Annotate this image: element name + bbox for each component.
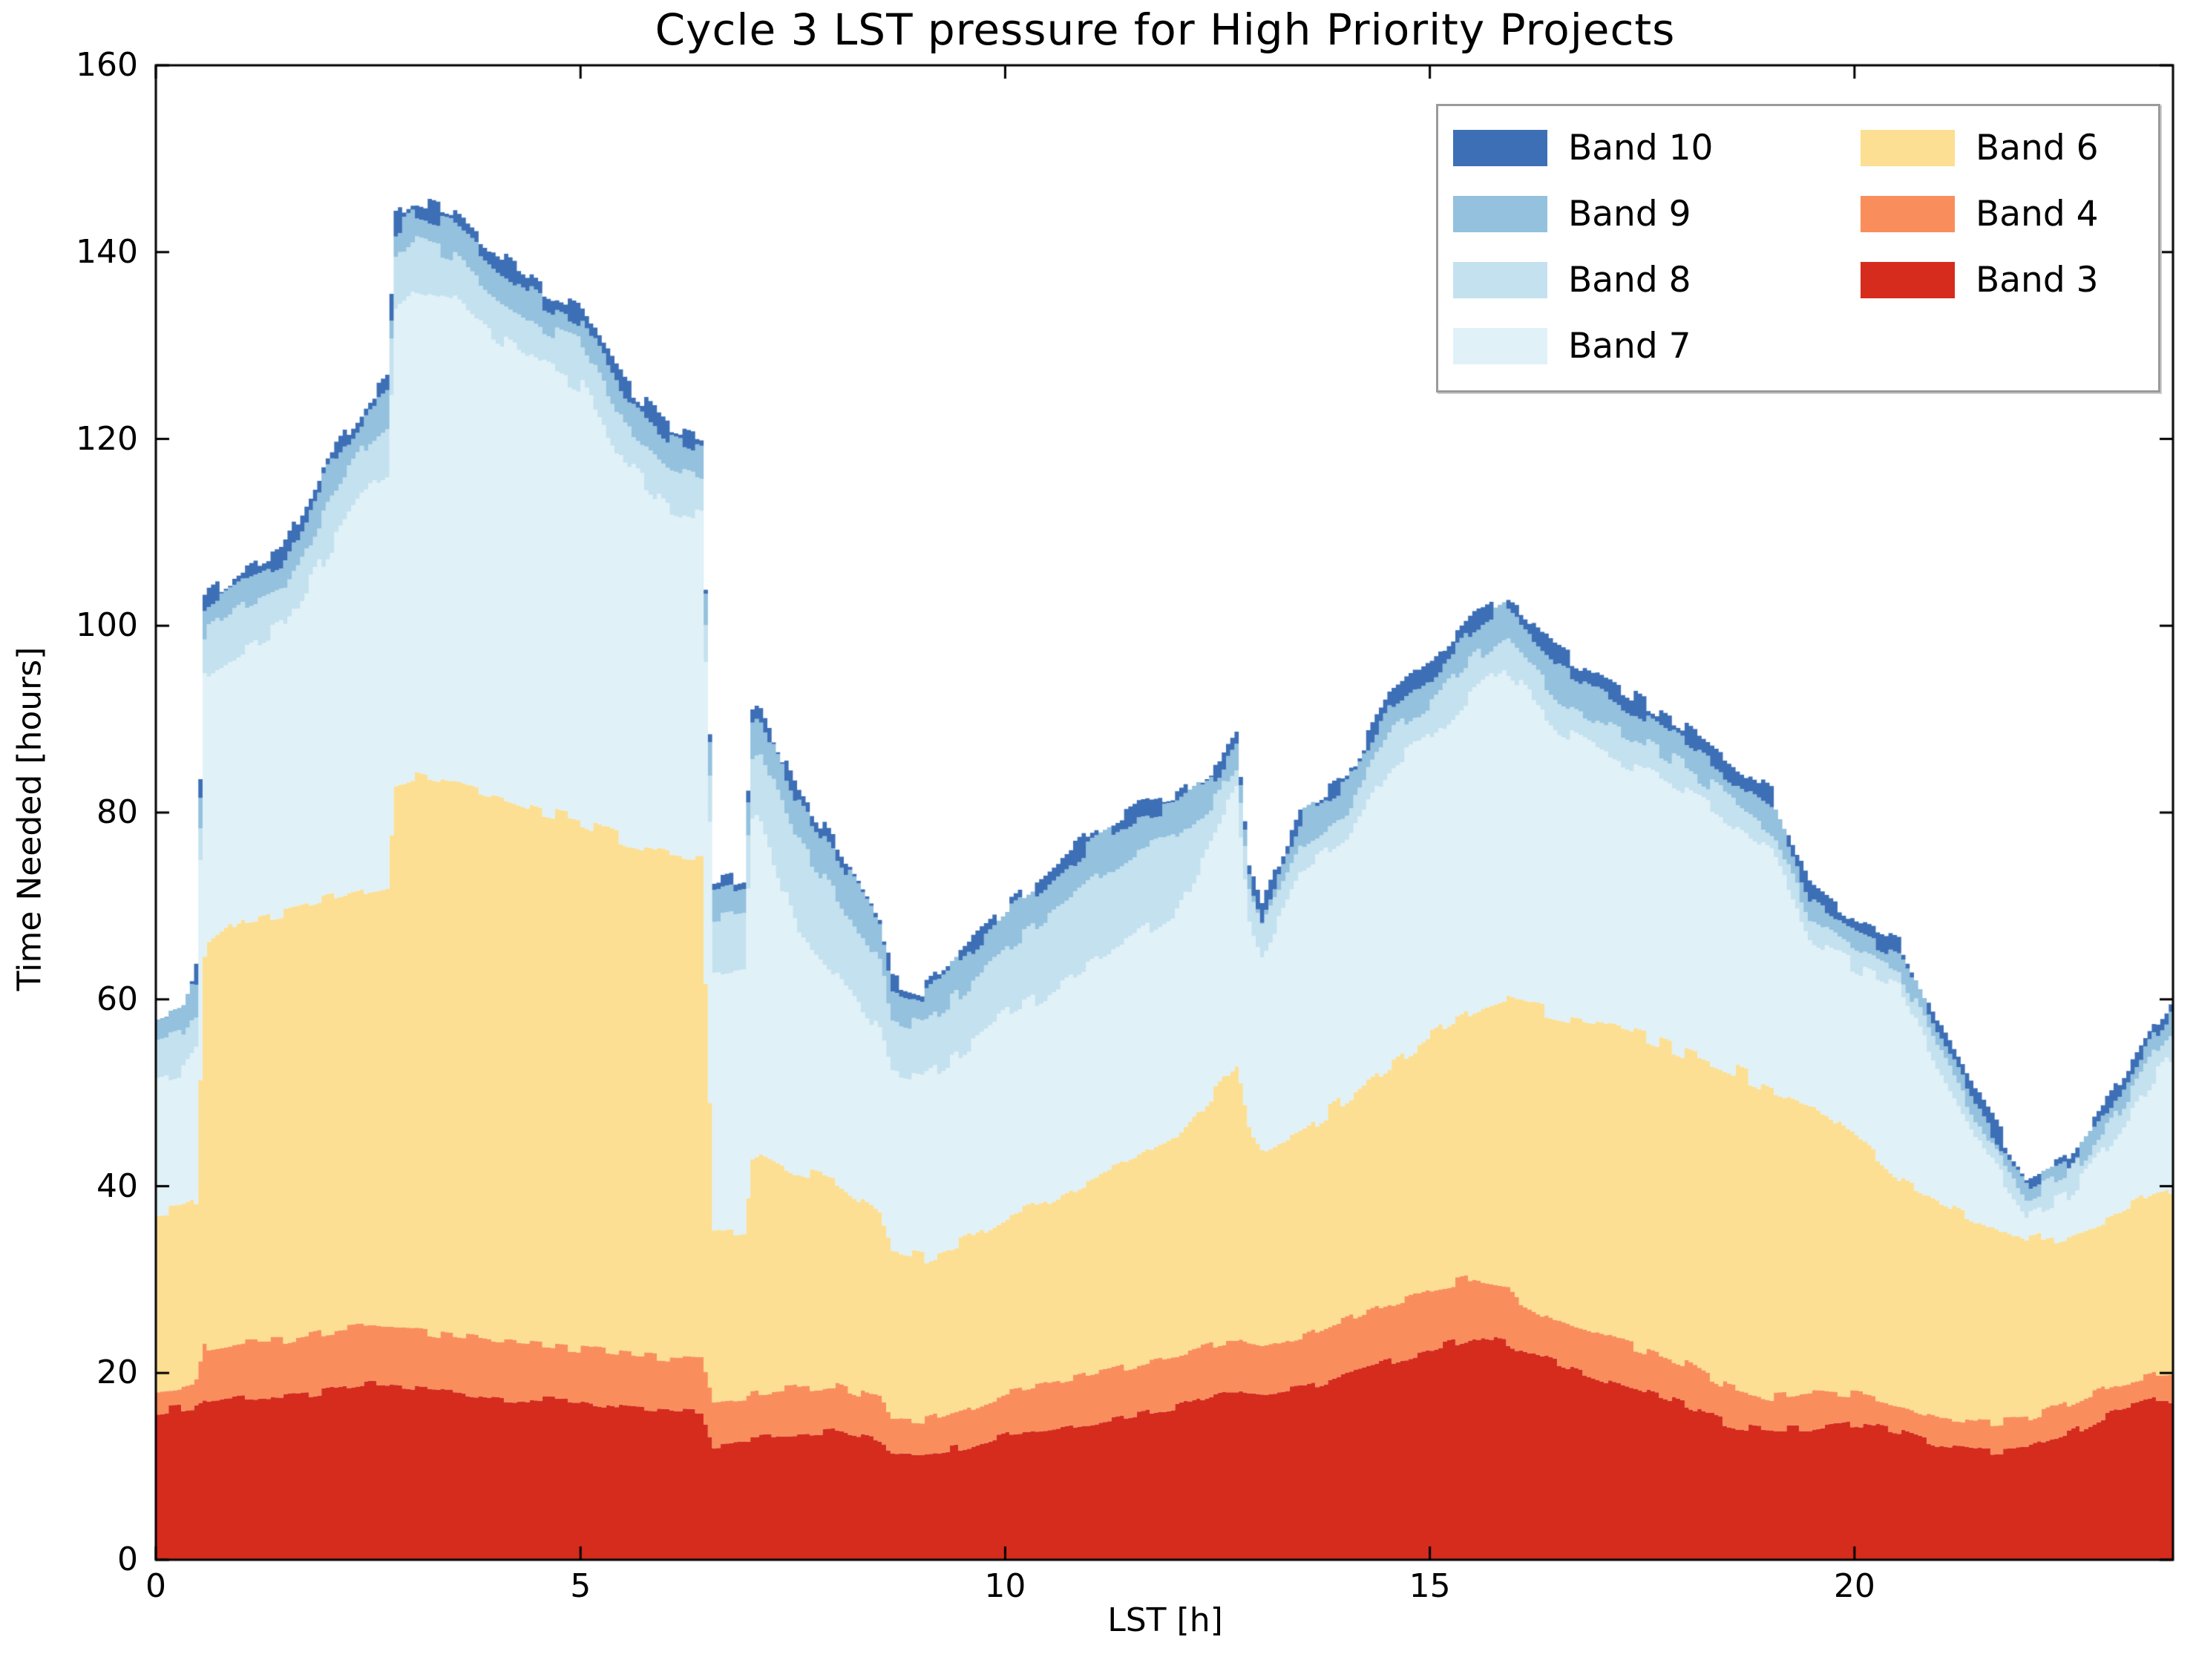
y-tick-label: 60 bbox=[96, 980, 138, 1018]
x-tick-label: 0 bbox=[145, 1567, 166, 1605]
chart-title: Cycle 3 LST pressure for High Priority P… bbox=[655, 4, 1676, 55]
legend-label: Band 9 bbox=[1568, 193, 1691, 234]
y-tick-label: 40 bbox=[96, 1167, 138, 1205]
legend-label: Band 3 bbox=[1976, 259, 2099, 301]
y-tick-label: 80 bbox=[96, 793, 138, 831]
y-tick-label: 160 bbox=[76, 46, 138, 84]
legend-swatch-icon bbox=[1453, 327, 1547, 364]
legend-row: Band 7 bbox=[1453, 325, 1691, 367]
y-tick-label: 20 bbox=[96, 1353, 138, 1392]
y-tick-label: 120 bbox=[76, 419, 138, 458]
x-axis-label: LST [h] bbox=[1107, 1601, 1223, 1639]
y-tick-label: 0 bbox=[117, 1540, 138, 1578]
legend-swatch-icon bbox=[1453, 195, 1547, 232]
y-tick-label: 100 bbox=[76, 606, 138, 645]
legend-row: Band 4 bbox=[1861, 193, 2099, 234]
legend-column-blue: Band 10 Band 9 Band 8 Band 7 bbox=[1453, 106, 1839, 390]
legend-swatch-icon bbox=[1453, 129, 1547, 166]
y-tick-label: 140 bbox=[76, 232, 138, 271]
legend-swatch-icon bbox=[1861, 261, 1955, 298]
legend-label: Band 7 bbox=[1568, 325, 1691, 367]
x-tick-label: 20 bbox=[1833, 1567, 1875, 1605]
legend-label: Band 8 bbox=[1568, 259, 1691, 301]
legend-row: Band 6 bbox=[1861, 127, 2099, 168]
legend-label: Band 4 bbox=[1976, 193, 2099, 234]
x-tick-label: 15 bbox=[1409, 1567, 1451, 1605]
x-tick-label: 10 bbox=[984, 1567, 1026, 1605]
legend-row: Band 9 bbox=[1453, 193, 1691, 234]
legend-swatch-icon bbox=[1453, 261, 1547, 298]
legend: Band 10 Band 9 Band 8 Band 7 Band 6 Band 4 Ba… bbox=[1436, 104, 2160, 393]
legend-row: Band 10 bbox=[1453, 127, 1713, 168]
legend-swatch-icon bbox=[1861, 195, 1955, 232]
legend-label: Band 6 bbox=[1976, 127, 2099, 168]
legend-swatch-icon bbox=[1861, 129, 1955, 166]
legend-column-warm: Band 6 Band 4 Band 3 bbox=[1861, 106, 2157, 390]
x-tick-label: 5 bbox=[570, 1567, 591, 1605]
legend-row: Band 3 bbox=[1861, 259, 2099, 301]
legend-row: Band 8 bbox=[1453, 259, 1691, 301]
legend-label: Band 10 bbox=[1568, 127, 1714, 168]
